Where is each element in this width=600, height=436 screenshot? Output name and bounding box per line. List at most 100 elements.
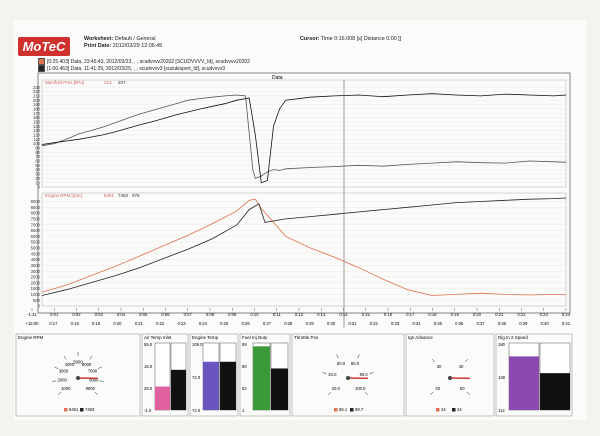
panel-header-value-2: 7483	[118, 193, 129, 198]
time-label-top: 0:17	[406, 312, 415, 317]
dial-tick-label: 3000	[59, 369, 69, 374]
dial-value: 24	[441, 407, 446, 412]
y-tick-label-2: 1500	[31, 286, 41, 291]
bar-scale-label: 80	[242, 364, 247, 369]
time-label-bottom: 0:31	[348, 321, 357, 326]
time-label-bottom: 0:24	[199, 321, 208, 326]
dial-tick	[322, 372, 327, 374]
dial-value: 99.7	[355, 407, 364, 412]
dial-tick-label: 50	[460, 386, 465, 391]
dial-value: 7483	[85, 407, 95, 412]
dial-value-swatch	[436, 408, 440, 412]
dial-tick-label: 9000	[86, 386, 96, 391]
bar-fill	[509, 356, 539, 410]
dial-tick-label: 20	[435, 386, 440, 391]
time-axis: -1:31 0:01 0:02 0:03 0:04 0:05 0:06 0:07 0:08 0:0…	[26, 308, 571, 326]
time-label-bottom: 0:33	[391, 321, 400, 326]
time-label-top: 0:19	[451, 312, 460, 317]
y-tick-label-2: 1000	[31, 292, 41, 297]
gauge-title: Throttle Pos	[294, 335, 319, 340]
dial-tick	[369, 372, 374, 374]
dial-tick-label: 30	[437, 364, 442, 369]
chart-layer: 0102030405060708090100110120130140150160…	[31, 79, 567, 309]
series-line-2-1	[41, 198, 566, 296]
plot-frame	[37, 72, 571, 314]
dial-value-swatch	[80, 408, 84, 412]
time-label-bottom: 0:38	[498, 321, 507, 326]
bar-fill	[155, 386, 170, 410]
y-tick-label-2: 3500	[31, 263, 41, 268]
time-label-top: 0:15	[362, 312, 371, 317]
panel-header-value-1: 207	[118, 80, 126, 85]
dial-tick-label: 5000	[73, 360, 83, 365]
dial-tick-label: 90.0	[360, 372, 369, 377]
legend-text-1: [0:25.403] Data, 23:46:43, 2012/03/23, ,…	[47, 58, 250, 65]
series-line-1-2	[41, 93, 567, 184]
dial-tick-label: 40	[459, 364, 464, 369]
worksheet-value: Default / General	[114, 36, 156, 42]
time-label-bottom: 0:40	[541, 321, 550, 326]
time-label-top: 0:08	[206, 312, 215, 317]
y-tick-label-1: 130	[33, 128, 41, 133]
gauge-title: Air Temp Inlet	[144, 335, 172, 340]
dial-tick	[99, 380, 104, 382]
time-label-top: 0:21	[495, 312, 504, 317]
worksheet-label: Worksheet:	[84, 36, 114, 42]
print-date-row: Print Date: 2012/03/29 12:06:45	[84, 43, 162, 49]
time-label-bottom: 0:28	[284, 321, 293, 326]
dial-hub	[346, 376, 350, 380]
bar-scale-label: 62	[242, 386, 247, 391]
y-tick-label-2: 8000	[31, 211, 41, 216]
time-label-top: 0:20	[473, 312, 482, 317]
time-label-top: 0:09	[228, 312, 237, 317]
time-label-bottom: 0:22	[156, 321, 165, 326]
time-label-bottom: 0:29	[306, 321, 315, 326]
time-label-top: 0:07	[184, 312, 193, 317]
report-sheet	[14, 20, 586, 420]
panel-header-value-1: 213	[104, 80, 112, 85]
time-label-top: 0:06	[161, 312, 170, 317]
time-label-top: 0:11	[273, 312, 282, 317]
dial-tick	[357, 354, 360, 359]
time-label-bottom: 0:18	[71, 321, 80, 326]
time-label-bottom: 0:19	[92, 321, 101, 326]
dial-tick	[464, 358, 469, 363]
dial-value-swatch	[350, 408, 354, 412]
time-label-bottom: 0:32	[370, 321, 379, 326]
dial-value: 8461	[69, 407, 79, 412]
gauge-frame	[291, 333, 405, 417]
dial-tick	[364, 391, 369, 395]
bar-scale-label: 180	[498, 342, 506, 347]
panel-header-1: Manifold Pres [kPa]	[45, 80, 84, 85]
cursor-label: Cursor:	[300, 36, 320, 42]
gauge-title: Ign Advance	[408, 335, 433, 340]
y-tick-label-2: 5000	[31, 246, 41, 251]
y-tick-label-1: 70	[35, 154, 40, 159]
dial-tick-label: 60.0	[337, 361, 346, 366]
dial-value-swatch	[64, 408, 68, 412]
time-label-bottom: 0:30	[327, 321, 336, 326]
dial-tick	[431, 358, 436, 363]
series-line-1-1	[41, 94, 567, 179]
legend-row-2: [1:00.463] Data, 11:41:29, 2012/03/25, ,…	[38, 65, 225, 72]
time-label-top: 0:24	[562, 312, 571, 317]
y-tick-label-1: 90	[35, 146, 40, 151]
gauge-title: Engine RPM	[18, 335, 44, 340]
time-label-bottom: 0:21	[135, 321, 144, 326]
dial-tick-label: 20.0	[332, 386, 341, 391]
panel-header-value-2: 8461	[104, 193, 115, 198]
y-tick-label-2: 9000	[31, 199, 41, 204]
dial-tick-label: 40.0	[328, 372, 337, 377]
dial-tick	[94, 391, 99, 395]
dial-tick	[429, 391, 434, 395]
dial-tick	[54, 366, 59, 369]
y-tick-label-1: 80	[35, 150, 40, 155]
time-label-top: 0:13	[317, 312, 326, 317]
bar-fill	[253, 346, 270, 410]
time-label-bottom: 0:27	[263, 321, 272, 326]
time-label-top: 0:03	[95, 312, 104, 317]
legend-row-1: [0:25.403] Data, 23:46:43, 2012/03/23, ,…	[38, 58, 250, 65]
y-tick-label-2: 2000	[31, 280, 41, 285]
